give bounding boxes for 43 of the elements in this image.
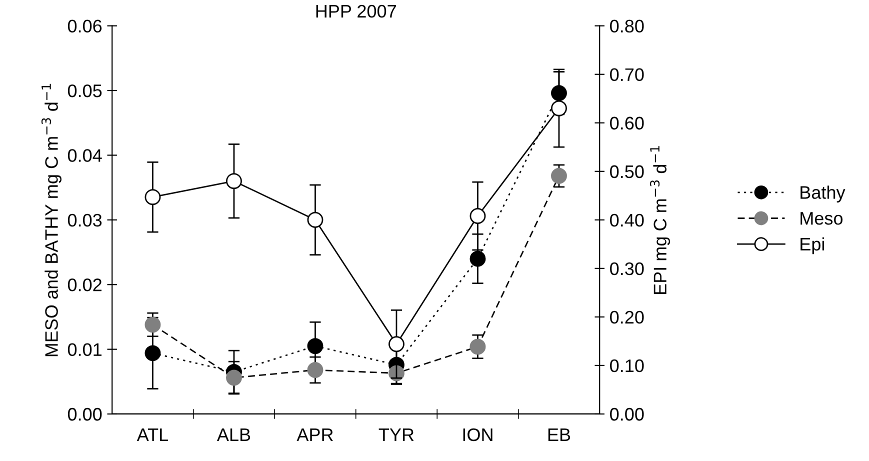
- x-tick-label: TYR: [378, 428, 414, 441]
- point: [470, 250, 486, 267]
- x-tick-label: ALB: [216, 428, 250, 441]
- y-tick-label: 0.01: [68, 343, 102, 356]
- y-tick-label: 0.06: [68, 20, 102, 33]
- y-tick-label: 0.04: [68, 149, 102, 162]
- y2-tick-label: 0.40: [610, 214, 644, 227]
- point: [551, 168, 567, 184]
- point: [307, 212, 324, 228]
- point: [144, 316, 161, 333]
- point: [470, 338, 486, 355]
- point: [551, 100, 567, 116]
- y-tick-label: 0.00: [68, 408, 102, 421]
- point: [144, 189, 161, 206]
- x-tick-label: ATL: [136, 428, 168, 441]
- legend-label: Meso: [800, 212, 843, 225]
- legend-label: Bathy: [800, 186, 846, 202]
- legend-label: Epi: [800, 237, 824, 254]
- y2-tick-label: 0.60: [610, 116, 644, 130]
- x-tick-label: EB: [548, 428, 570, 441]
- y2-axis-title: EPI mg C m$^{−3}$ d$^{−1}$: [650, 146, 670, 294]
- point: [226, 173, 242, 190]
- point: [307, 338, 324, 354]
- point: [307, 362, 324, 378]
- y2-tick-label: 0.80: [610, 20, 644, 33]
- chart-title: HPP 2007: [316, 4, 396, 18]
- point: [144, 345, 161, 362]
- y2-tick-label: 0.30: [610, 262, 644, 276]
- point: [388, 336, 404, 352]
- x-tick-label: APR: [296, 428, 333, 441]
- y2-tick-label: 0.50: [610, 165, 644, 178]
- y-tick-label: 0.02: [68, 278, 102, 292]
- point: [470, 208, 486, 224]
- point: [551, 85, 567, 102]
- y-tick-label: 0.05: [68, 84, 102, 98]
- y-axis-title: MESO and BATHY mg C m$^{−3}$ d$^{−1}$: [41, 84, 62, 356]
- y-tick-label: 0.03: [68, 214, 102, 227]
- point: [226, 370, 242, 386]
- y2-tick-label: 0.10: [610, 359, 644, 372]
- x-tick-label: ION: [463, 428, 492, 442]
- y2-tick-label: 0.70: [610, 68, 644, 82]
- y2-tick-label: 0.20: [610, 310, 644, 324]
- y2-tick-label: 0.00: [610, 408, 644, 421]
